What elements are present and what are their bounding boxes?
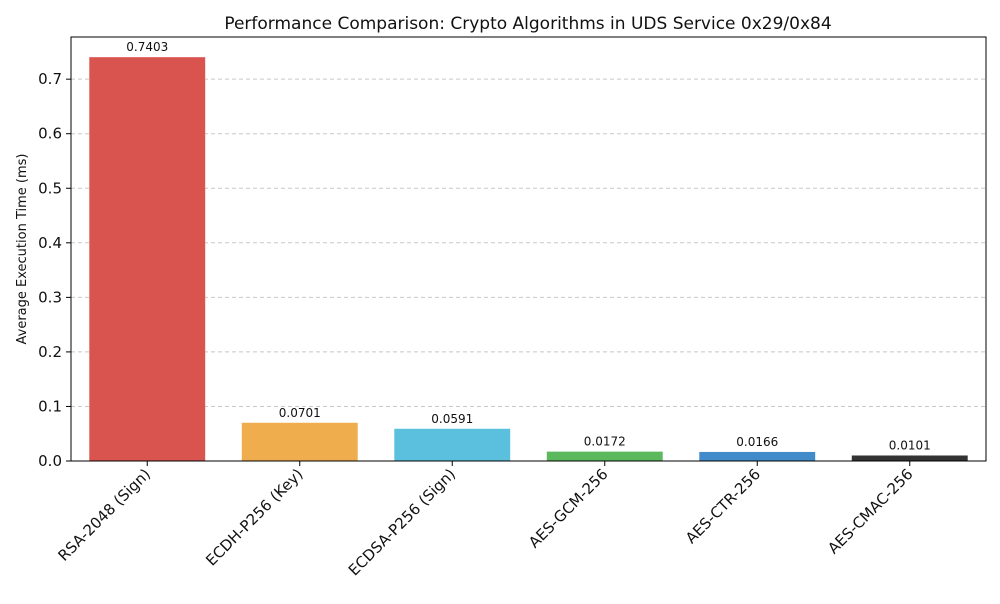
bar [699, 451, 816, 461]
plot-frame [70, 36, 987, 462]
y-tick-label: 0.2 [38, 343, 62, 361]
bar [546, 451, 663, 461]
value-labels: 0.7403 0.0701 0.0591 0.0172 0.0166 0.0101 [126, 40, 931, 452]
axes [70, 36, 987, 462]
value-label: 0.0166 [736, 435, 778, 449]
value-label: 0.0701 [279, 406, 321, 420]
bars [89, 57, 968, 462]
bar [241, 422, 358, 461]
y-tick-label: 0.5 [38, 179, 62, 197]
x-ticks: RSA-2048 (Sign) ECDH-P256 (Key) ECDSA-P256… [54, 461, 917, 579]
value-label: 0.0591 [431, 412, 473, 426]
y-tick-label: 0.0 [38, 452, 62, 470]
y-ticks: 0.0 0.1 0.2 0.3 0.4 0.5 0.6 0.7 [38, 70, 71, 470]
x-tick-label: ECDSA-P256 (Sign) [345, 465, 459, 579]
value-label: 0.0172 [584, 435, 626, 449]
bar [851, 455, 968, 461]
value-label: 0.0101 [889, 438, 931, 452]
x-tick-label: AES-CTR-256 [682, 465, 764, 547]
grid-lines [71, 78, 986, 407]
y-tick-label: 0.3 [38, 288, 62, 306]
y-tick-label: 0.7 [38, 70, 62, 88]
bar [394, 428, 511, 461]
y-tick-label: 0.6 [38, 125, 62, 143]
y-axis-label: Average Execution Time (ms) [15, 154, 30, 345]
value-label: 0.7403 [126, 40, 168, 54]
x-tick-label: AES-GCM-256 [525, 465, 611, 551]
x-tick-label: RSA-2048 (Sign) [54, 465, 154, 565]
x-tick-label: ECDH-P256 (Key) [202, 465, 306, 569]
x-tick-label: AES-CMAC-256 [824, 465, 916, 557]
chart-title: Performance Comparison: Crypto Algorithm… [224, 14, 831, 34]
y-tick-label: 0.1 [38, 397, 62, 415]
bar [89, 57, 206, 462]
y-tick-label: 0.4 [38, 234, 62, 252]
